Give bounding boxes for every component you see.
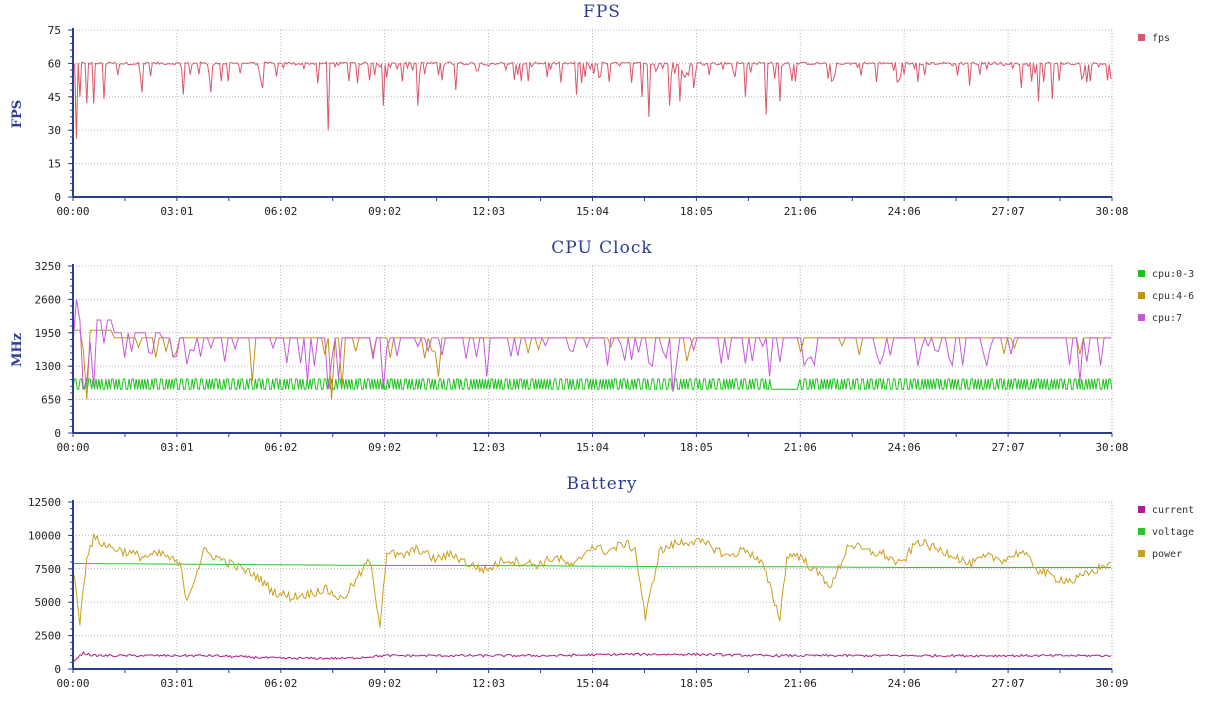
y-tick-label: 7500: [35, 563, 62, 576]
legend-label: cpu:4-6: [1152, 291, 1194, 302]
x-tick-label: 21:06: [784, 441, 817, 454]
legend-swatch: [1138, 314, 1145, 321]
y-tick-label: 30: [48, 124, 61, 137]
x-tick-label: 00:00: [56, 441, 89, 454]
x-tick-label: 03:01: [160, 205, 193, 218]
cpu-chart-title: CPU Clock: [551, 238, 652, 258]
legend-label: cpu:7: [1152, 313, 1182, 324]
fps-chart-title: FPS: [583, 2, 621, 22]
series-line-voltage: [73, 563, 1111, 568]
legend-swatch: [1138, 506, 1145, 513]
x-tick-label: 18:05: [680, 677, 713, 690]
fps-y-axis-label: FPS: [10, 100, 25, 128]
y-tick-label: 0: [54, 663, 61, 676]
battery-legend: current voltage power: [1138, 505, 1194, 560]
fps-grid: [73, 29, 1113, 197]
series-line-fps: [72, 61, 1112, 140]
x-tick-label: 30:08: [1095, 205, 1128, 218]
y-tick-label: 0: [54, 191, 61, 204]
x-tick-label: 15:04: [576, 205, 609, 218]
legend-swatch: [1138, 550, 1145, 557]
x-tick-label: 12:03: [472, 205, 505, 218]
y-tick-label: 45: [48, 91, 61, 104]
legend-label: current: [1152, 505, 1194, 516]
x-tick-label: 12:03: [472, 441, 505, 454]
x-tick-label: 18:05: [680, 441, 713, 454]
battery-grid: [73, 501, 1113, 669]
fps-legend: fps: [1138, 33, 1170, 44]
legend-swatch: [1138, 34, 1145, 41]
legend-label: power: [1152, 549, 1182, 560]
y-tick-label: 10000: [28, 529, 61, 542]
x-tick-label: 03:01: [160, 441, 193, 454]
x-tick-label: 06:02: [264, 677, 297, 690]
y-tick-label: 15: [48, 158, 61, 171]
y-tick-label: 650: [41, 394, 61, 407]
fps-series-layer: [72, 61, 1112, 140]
x-tick-label: 06:02: [264, 205, 297, 218]
y-tick-label: 1300: [35, 360, 62, 373]
x-tick-label: 09:02: [368, 677, 401, 690]
x-tick-label: 06:02: [264, 441, 297, 454]
fps-panel: FPS FPS 0 15 30 45 60 75 00:00 03:01 06:02 09:02 1…: [10, 2, 1170, 218]
x-tick-label: 21:06: [784, 677, 817, 690]
x-tick-label: 24:06: [888, 677, 921, 690]
x-tick-label: 09:02: [368, 205, 401, 218]
cpu-series-layer: [72, 299, 1113, 400]
y-tick-label: 1950: [35, 327, 62, 340]
series-line-cpu-7: [72, 299, 1111, 392]
battery-chart-title: Battery: [566, 474, 637, 494]
battery-series-layer: [72, 533, 1112, 662]
legend-swatch: [1138, 292, 1145, 299]
y-tick-label: 12500: [28, 496, 61, 509]
legend-label: fps: [1152, 33, 1170, 44]
y-tick-label: 5000: [35, 596, 62, 609]
y-tick-label: 0: [54, 427, 61, 440]
y-tick-label: 60: [48, 57, 61, 70]
x-tick-label: 27:07: [992, 677, 1025, 690]
x-tick-label: 15:04: [576, 441, 609, 454]
x-tick-label: 30:09: [1095, 677, 1128, 690]
x-tick-label: 21:06: [784, 205, 817, 218]
y-tick-label: 2600: [35, 293, 62, 306]
fps-axes: 0 15 30 45 60 75 00:00 03:01 06:02 09:02 12:03 15:0…: [48, 24, 1129, 218]
cpu-legend: cpu:0-3 cpu:4-6 cpu:7: [1138, 269, 1194, 324]
series-line-current: [72, 650, 1112, 662]
legend-label: voltage: [1152, 527, 1194, 538]
legend-swatch: [1138, 270, 1145, 277]
cpu-grid: [73, 265, 1113, 433]
y-tick-label: 2500: [35, 630, 62, 643]
x-tick-label: 27:07: [992, 441, 1025, 454]
y-tick-label: 3250: [35, 260, 62, 273]
x-tick-label: 09:02: [368, 441, 401, 454]
cpu-y-axis-label: MHz: [10, 333, 25, 367]
x-tick-label: 12:03: [472, 677, 505, 690]
x-tick-label: 00:00: [56, 205, 89, 218]
x-tick-label: 18:05: [680, 205, 713, 218]
x-tick-label: 27:07: [992, 205, 1025, 218]
x-tick-label: 00:00: [56, 677, 89, 690]
x-tick-label: 24:06: [888, 205, 921, 218]
x-tick-label: 15:04: [576, 677, 609, 690]
battery-axes: 0 2500 5000 7500 10000 12500 00:00 03:01 06:02 09…: [28, 496, 1129, 690]
series-line-cpu-0-3: [72, 378, 1113, 390]
legend-swatch: [1138, 528, 1145, 535]
series-line-power: [72, 533, 1112, 628]
x-tick-label: 30:08: [1095, 441, 1128, 454]
battery-panel: Battery 0 2500 5000 7500 10000 12500 00:00 03:0…: [28, 474, 1194, 690]
y-tick-label: 75: [48, 24, 61, 37]
cpu-axes: 0 650 1300 1950 2600 3250 00:00 03:01 06:02 09:02…: [35, 260, 1129, 454]
legend-label: cpu:0-3: [1152, 269, 1194, 280]
x-tick-label: 24:06: [888, 441, 921, 454]
x-tick-label: 03:01: [160, 677, 193, 690]
